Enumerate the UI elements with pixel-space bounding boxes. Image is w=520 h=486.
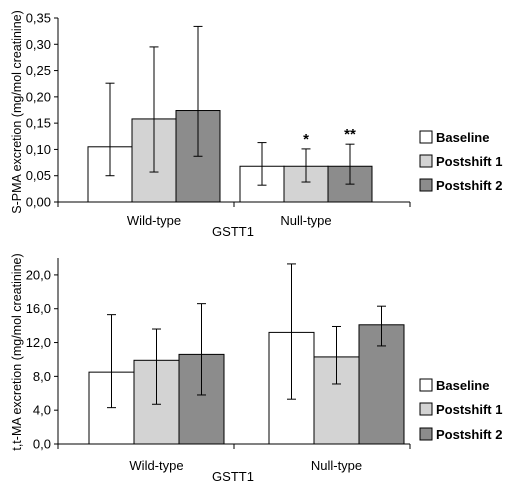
x-axis-title: GSTT1 (212, 469, 254, 484)
y-tick-label: 12,0 (26, 335, 51, 350)
y-tick-label: 0,00 (26, 195, 51, 210)
y-tick-label: 0,35 (26, 11, 51, 26)
significance-marker: ** (344, 126, 356, 143)
y-tick-label: 0,30 (26, 37, 51, 52)
legend-label: Postshift 1 (436, 154, 502, 169)
x-category-label: Null-type (280, 213, 331, 228)
y-tick-label: 0,15 (26, 116, 51, 131)
legend-swatch (419, 130, 433, 144)
legend-label: Baseline (436, 378, 489, 393)
y-tick-label: 4,0 (33, 403, 51, 418)
legend-swatch (419, 178, 433, 192)
y-tick-label: 8,0 (33, 369, 51, 384)
y-tick-label: 20,0 (26, 267, 51, 282)
legend-label: Postshift 2 (436, 427, 502, 442)
y-tick-label: 0,10 (26, 142, 51, 157)
legend-label: Baseline (436, 130, 489, 145)
legend-swatch (419, 402, 433, 416)
y-tick-label: 0,05 (26, 168, 51, 183)
x-category-label: Wild-type (129, 458, 183, 473)
legend-label: Postshift 1 (436, 402, 502, 417)
legend-swatch (419, 427, 433, 441)
y-axis-title: S-PMA excretion (mg/mol creatinine) (10, 10, 24, 214)
significance-marker: * (303, 131, 309, 148)
y-axis-title: t,t-MA excretion (mg/mol creatinine) (10, 253, 24, 450)
legend-label: Postshift 2 (436, 178, 502, 193)
y-tick-label: 16,0 (26, 301, 51, 316)
x-axis-title: GSTT1 (212, 224, 254, 239)
x-category-label: Wild-type (127, 213, 181, 228)
legend-swatch (419, 154, 433, 168)
legend-swatch (419, 378, 433, 392)
y-tick-label: 0,25 (26, 63, 51, 78)
y-tick-label: 0,0 (33, 437, 51, 452)
y-tick-label: 0,20 (26, 89, 51, 104)
x-category-label: Null-type (311, 458, 362, 473)
